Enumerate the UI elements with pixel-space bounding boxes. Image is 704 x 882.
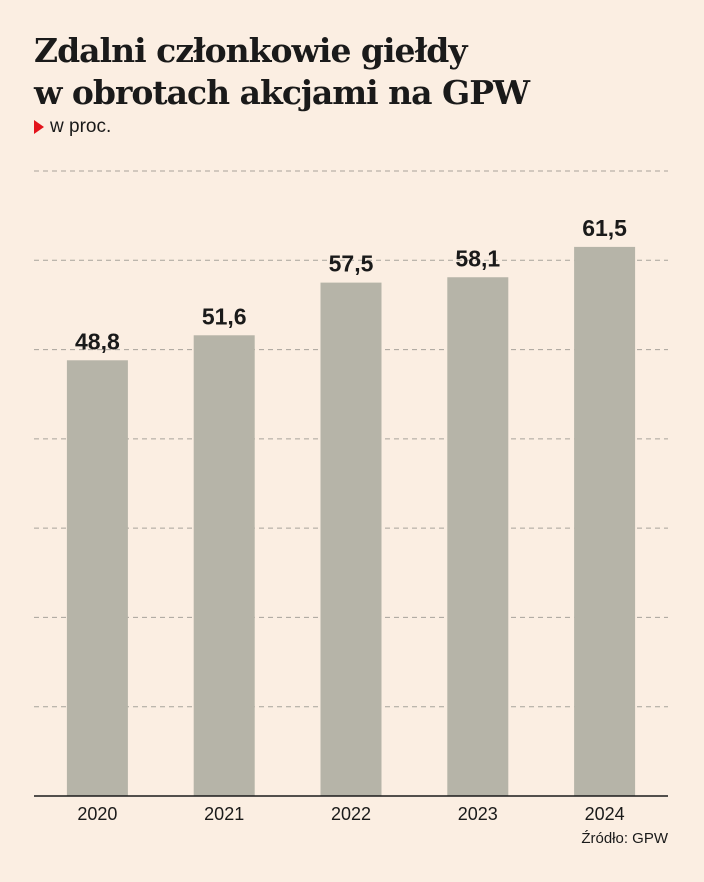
x-tick-label-2023: 2023 bbox=[458, 804, 498, 824]
x-tick-label-2020: 2020 bbox=[77, 804, 117, 824]
data-label-2023: 58,1 bbox=[455, 245, 500, 271]
chart-title-line-2: w obrotach akcjami na GPW bbox=[34, 73, 530, 112]
x-tick-label-2022: 2022 bbox=[331, 804, 371, 824]
unit-label: w proc. bbox=[34, 116, 111, 138]
unit-text: w proc. bbox=[50, 116, 112, 137]
source-note: Źródło: GPW bbox=[581, 830, 668, 847]
red-triangle-icon bbox=[34, 120, 44, 134]
chart-title: Zdalni członkowie giełdy w obrotach akcj… bbox=[34, 30, 530, 114]
bar-2020 bbox=[66, 360, 128, 796]
data-label-2022: 57,5 bbox=[329, 251, 374, 277]
x-tick-label-2024: 2024 bbox=[585, 804, 625, 824]
data-label-2021: 51,6 bbox=[202, 303, 247, 329]
bar-2021 bbox=[193, 335, 255, 796]
bar-2022 bbox=[320, 282, 382, 796]
bar-2023 bbox=[447, 277, 509, 796]
chart-title-line-1: Zdalni członkowie giełdy bbox=[34, 31, 468, 70]
bar-2024 bbox=[574, 246, 636, 797]
data-label-2020: 48,8 bbox=[75, 328, 120, 354]
data-label-2024: 61,5 bbox=[582, 215, 627, 241]
x-tick-label-2021: 2021 bbox=[204, 804, 244, 824]
